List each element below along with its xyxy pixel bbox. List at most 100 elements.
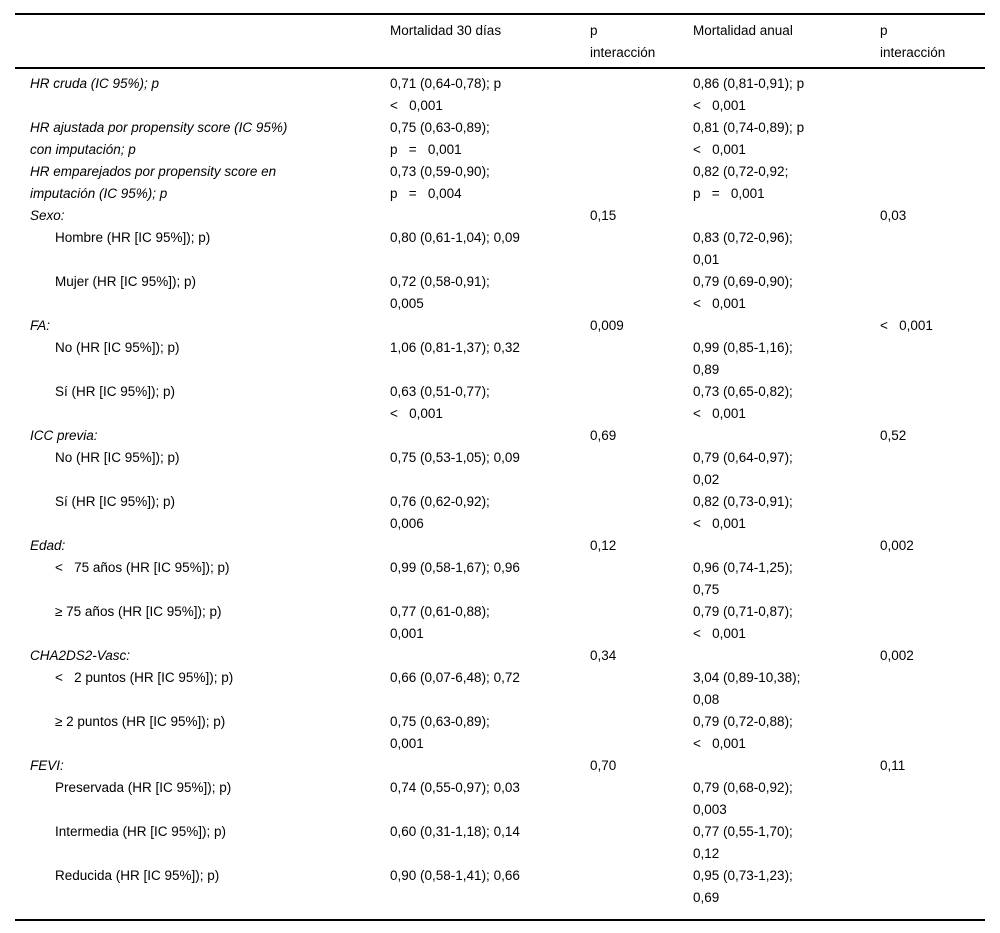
table-row: Sí (HR [IC 95%]); p) 0,76 (0,62-0,92); 0… [15,491,985,535]
cell-mortality-30d: 0,74 (0,55-0,97); 0,03 [390,780,520,795]
cell-p-interaction-annual [880,73,985,117]
cell-mortality-annual: 0,73 (0,65-0,82); < 0,001 [693,384,793,421]
table-row: Intermedia (HR [IC 95%]); p) 0,60 (0,31-… [15,821,985,865]
cell-p-interaction-30d [590,227,693,271]
cell-p-interaction-annual [880,777,985,821]
table-row: < 75 años (HR [IC 95%]); p) 0,99 (0,58-1… [15,557,985,601]
cell-mortality-30d [390,205,590,227]
table-row: HR ajustada por propensity score (IC 95%… [15,117,985,161]
cell-p-interaction-annual [880,337,985,381]
row-label: ≥ 75 años (HR [IC 95%]); p) [55,604,222,619]
cell-mortality-30d: 0,73 (0,59-0,90); p = 0,004 [390,164,490,201]
cell-p-interaction-annual [880,711,985,755]
cell-mortality-30d: 0,72 (0,58-0,91); 0,005 [390,274,490,311]
cell-mortality-30d: 0,63 (0,51-0,77); < 0,001 [390,384,490,421]
cell-mortality-annual: 0,79 (0,68-0,92); 0,003 [693,780,793,817]
table-row: FEVI: 0,70 0,11 [15,755,985,777]
cell-p-interaction-annual: 0,03 [880,208,907,223]
row-label: HR emparejados por propensity score en i… [30,164,277,201]
table-row: FA: 0,009 < 0,001 [15,315,985,337]
header-mortality-30d: Mortalidad 30 días [390,23,502,38]
cell-mortality-annual: 0,82 (0,73-0,91); < 0,001 [693,494,793,531]
cell-mortality-30d: 0,75 (0,63-0,89); 0,001 [390,714,490,751]
cell-p-interaction-annual [880,227,985,271]
cell-mortality-30d [390,755,590,777]
table-row: ≥ 75 años (HR [IC 95%]); p) 0,77 (0,61-0… [15,601,985,645]
table-row: HR emparejados por propensity score en i… [15,161,985,205]
row-label: Reducida (HR [IC 95%]); p) [55,868,220,883]
cell-p-interaction-annual: 0,002 [880,648,914,663]
cell-p-interaction-30d [590,447,693,491]
row-label: Hombre (HR [IC 95%]); p) [55,230,211,245]
cell-p-interaction-annual [880,491,985,535]
cell-p-interaction-30d [590,777,693,821]
cell-p-interaction-annual [880,381,985,425]
cell-p-interaction-30d [590,667,693,711]
row-label: < 75 años (HR [IC 95%]); p) [55,560,230,575]
cell-mortality-annual: 0,82 (0,72-0,92; p = 0,001 [693,164,789,201]
hazard-ratio-table: Mortalidad 30 días p interacción Mortali… [15,13,985,921]
cell-p-interaction-annual [880,667,985,711]
row-label: ≥ 2 puntos (HR [IC 95%]); p) [55,714,226,729]
table-row: Mujer (HR [IC 95%]); p) 0,72 (0,58-0,91)… [15,271,985,315]
cell-p-interaction-30d [590,557,693,601]
cell-p-interaction-30d: 0,70 [590,758,617,773]
cell-mortality-30d [390,535,590,557]
header-mortality-annual: Mortalidad anual [693,23,793,38]
cell-mortality-annual [693,425,880,447]
header-empty-cell [15,20,390,64]
table-row: ICC previa: 0,69 0,52 [15,425,985,447]
cell-p-interaction-30d [590,865,693,909]
cell-p-interaction-annual [880,117,985,161]
cell-p-interaction-30d [590,601,693,645]
row-label: Mujer (HR [IC 95%]); p) [55,274,197,289]
cell-mortality-30d [390,315,590,337]
table-body: HR cruda (IC 95%); p 0,71 (0,64-0,78); p… [15,69,985,921]
cell-mortality-30d: 0,75 (0,53-1,05); 0,09 [390,450,520,465]
cell-p-interaction-annual [880,557,985,601]
table-row: < 2 puntos (HR [IC 95%]); p) 0,66 (0,07-… [15,667,985,711]
cell-mortality-annual: 0,86 (0,81-0,91); p < 0,001 [693,76,805,113]
table-row: Sí (HR [IC 95%]); p) 0,63 (0,51-0,77); <… [15,381,985,425]
cell-p-interaction-30d [590,337,693,381]
cell-mortality-annual [693,645,880,667]
cell-mortality-30d: 1,06 (0,81-1,37); 0,32 [390,340,520,355]
cell-mortality-30d: 0,77 (0,61-0,88); 0,001 [390,604,490,641]
row-label: ICC previa: [30,428,98,443]
cell-p-interaction-annual: < 0,001 [880,318,933,333]
cell-p-interaction-annual [880,271,985,315]
table-row: Sexo: 0,15 0,03 [15,205,985,227]
cell-mortality-annual [693,755,880,777]
cell-mortality-annual: 0,83 (0,72-0,96); 0,01 [693,230,793,267]
row-label: < 2 puntos (HR [IC 95%]); p) [55,670,234,685]
cell-p-interaction-annual [880,161,985,205]
cell-p-interaction-30d: 0,12 [590,538,617,553]
cell-mortality-30d: 0,90 (0,58-1,41); 0,66 [390,868,520,883]
cell-p-interaction-annual [880,447,985,491]
row-label: Intermedia (HR [IC 95%]); p) [55,824,227,839]
cell-p-interaction-annual [880,601,985,645]
row-label: FEVI: [30,758,64,773]
cell-p-interaction-30d [590,271,693,315]
table-row: HR cruda (IC 95%); p 0,71 (0,64-0,78); p… [15,73,985,117]
table-row: Hombre (HR [IC 95%]); p) 0,80 (0,61-1,04… [15,227,985,271]
cell-mortality-30d: 0,75 (0,63-0,89); p = 0,001 [390,120,490,157]
cell-p-interaction-30d: 0,15 [590,208,617,223]
table-row: No (HR [IC 95%]); p) 0,75 (0,53-1,05); 0… [15,447,985,491]
header-p-interaction-30d: p interacción [590,23,656,60]
cell-mortality-30d: 0,60 (0,31-1,18); 0,14 [390,824,520,839]
table-row: No (HR [IC 95%]); p) 1,06 (0,81-1,37); 0… [15,337,985,381]
row-label: No (HR [IC 95%]); p) [55,450,180,465]
row-label: Preservada (HR [IC 95%]); p) [55,780,232,795]
table-row: Preservada (HR [IC 95%]); p) 0,74 (0,55-… [15,777,985,821]
cell-mortality-annual: 0,79 (0,71-0,87); < 0,001 [693,604,793,641]
cell-mortality-30d: 0,99 (0,58-1,67); 0,96 [390,560,520,575]
cell-p-interaction-annual: 0,002 [880,538,914,553]
cell-mortality-30d: 0,80 (0,61-1,04); 0,09 [390,230,520,245]
cell-p-interaction-30d: 0,34 [590,648,617,663]
row-label: HR cruda (IC 95%); p [30,76,160,91]
table-row: CHA2DS2-Vasc: 0,34 0,002 [15,645,985,667]
cell-mortality-annual: 0,79 (0,69-0,90); < 0,001 [693,274,793,311]
cell-p-interaction-30d [590,161,693,205]
